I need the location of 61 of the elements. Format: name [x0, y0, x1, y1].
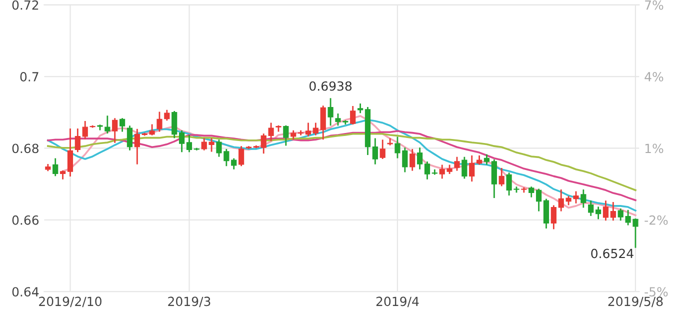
candlestick [178, 130, 185, 152]
candlestick [320, 106, 326, 140]
y-tick-label: 0.72 [12, 0, 38, 10]
y-tick-label: 0.68 [12, 144, 38, 154]
y2-tick-label: 7% [645, 0, 664, 10]
y2-tick-label: 1% [645, 144, 664, 154]
candlestick [588, 200, 594, 216]
candlestick [238, 146, 244, 166]
x-tick-label: 2019/4 [376, 296, 419, 308]
candlestick [602, 200, 609, 221]
candlestick [52, 158, 58, 176]
candlestick [595, 206, 602, 220]
candlestick [432, 169, 438, 175]
y2-tick-label: 4% [644, 72, 664, 82]
candlestick [67, 128, 74, 177]
candlestick [172, 110, 178, 138]
candlestick [134, 128, 140, 164]
candlestick [112, 118, 118, 143]
x-tick-label: 2019/2/10 [39, 296, 102, 308]
candlestick [156, 112, 162, 132]
y-tick-label: 0.7 [20, 72, 38, 82]
candlestick [498, 168, 504, 186]
candlestick [372, 138, 378, 164]
annotation: 0.6938 [310, 81, 352, 91]
candlestick [104, 116, 110, 134]
candlestick [550, 205, 556, 230]
candlestick [305, 122, 312, 136]
y2-tick-label: -2% [644, 215, 668, 225]
candlestick [469, 155, 475, 182]
candlestick [454, 156, 460, 171]
x-tick-label: 2019/3 [168, 296, 210, 308]
candlestick [194, 148, 200, 150]
candlestick [410, 148, 416, 171]
candlestick [231, 158, 237, 170]
candlestick [536, 188, 542, 212]
candlestick [521, 187, 527, 193]
y-tick-label: 0.64 [12, 287, 39, 297]
candlestick [543, 198, 550, 228]
candlestick [312, 122, 318, 136]
x-tick-label: 2019/5/8 [608, 296, 663, 308]
candlestick [610, 202, 616, 221]
y-tick-label: 0.66 [12, 215, 39, 225]
candlestick [380, 140, 386, 159]
candlestick [164, 110, 170, 121]
candlestick [357, 103, 364, 114]
candlestick [119, 118, 126, 132]
candlestick [283, 125, 289, 146]
candlestick [462, 156, 468, 179]
candlestick [416, 148, 423, 170]
candlestick [580, 189, 586, 208]
candlestick [126, 126, 133, 150]
candlestick [424, 162, 430, 180]
candlestick [328, 98, 334, 126]
candlestick [74, 128, 80, 152]
candlestick [528, 186, 534, 198]
candlestick [491, 159, 497, 198]
y2-tick-label: -5% [644, 287, 668, 297]
candlestick [350, 106, 356, 125]
annotation: 0.6524 [591, 248, 634, 258]
candlestick [298, 130, 304, 136]
candlestick [186, 134, 192, 152]
